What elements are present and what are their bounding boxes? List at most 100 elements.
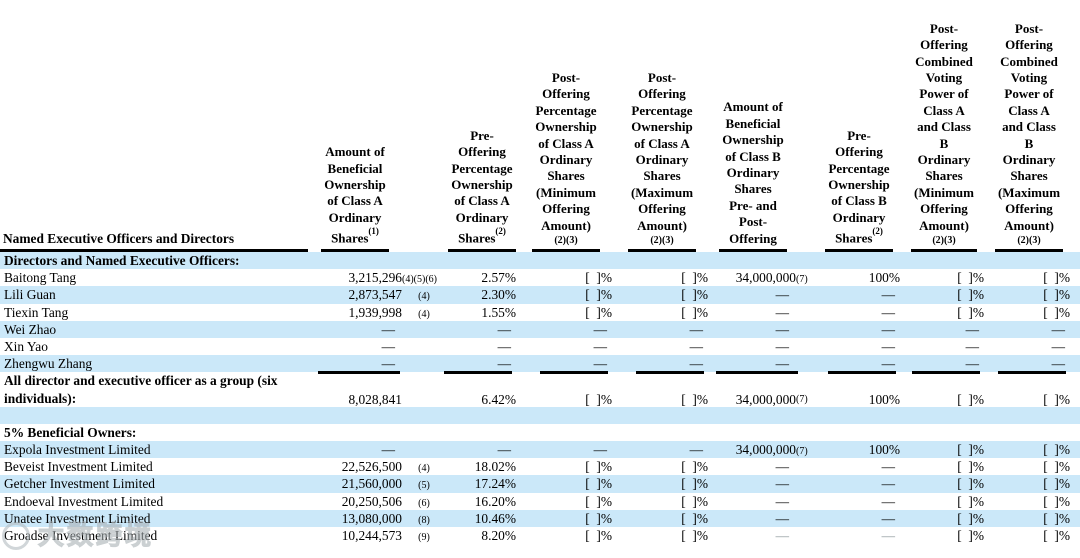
header-line: (Maximum bbox=[630, 184, 694, 200]
no-value-dash: — bbox=[593, 356, 607, 372]
section-header-cell: Directors and Named Executive Officers: bbox=[0, 252, 1072, 269]
header-line: Ownership bbox=[535, 119, 597, 135]
value-cell: [ ]% bbox=[614, 527, 710, 546]
owner-name: Groadse Investment Limited bbox=[4, 528, 158, 544]
no-value-dash: — bbox=[593, 442, 607, 458]
percentage-value: [ ]% bbox=[585, 287, 612, 303]
footnote-superscript: (2) bbox=[872, 226, 883, 237]
value-cell: 22,526,500 (4) bbox=[308, 458, 446, 477]
share-amount: 34,000,000 bbox=[735, 391, 796, 407]
column-header-combined-voting-power-max: Post- Offering Combined Voting Power of Class… bbox=[986, 0, 1072, 252]
percentage-value: [ ]% bbox=[681, 459, 708, 475]
header-line: Shares bbox=[643, 168, 681, 184]
header-line: Percentage bbox=[451, 160, 513, 176]
value-cell: 1,939,998 (4) bbox=[308, 304, 446, 323]
value-cell: [ ]% bbox=[518, 286, 614, 305]
header-line: Ordinary bbox=[539, 151, 593, 167]
footnote-marker: (4)(5)(6) bbox=[402, 274, 437, 286]
value-cell: 8,028,841 bbox=[308, 372, 446, 408]
percentage-value: [ ]% bbox=[681, 270, 708, 286]
column-header-text: Pre- Offering Percentage Ownership of Class … bbox=[448, 128, 516, 252]
no-value-dash: — bbox=[775, 459, 789, 475]
percentage-value: [ ]% bbox=[957, 510, 984, 526]
value-cell: [ ]% bbox=[902, 372, 986, 408]
value-cell: [ ]% bbox=[518, 527, 614, 546]
value-cell: — bbox=[816, 355, 902, 375]
no-value-dash: — bbox=[775, 356, 789, 372]
header-line: of Class A bbox=[327, 193, 383, 209]
value-cell: [ ]% bbox=[902, 475, 986, 494]
percentage-value: [ ]% bbox=[1043, 528, 1070, 544]
percentage-value: 2.30% bbox=[481, 287, 516, 303]
percentage-value: [ ]% bbox=[1043, 459, 1070, 475]
header-line: of Class A bbox=[634, 135, 690, 151]
owner-name-cell: Lili Guan bbox=[0, 286, 308, 305]
percentage-value: 8.20% bbox=[481, 528, 516, 544]
percentage-value: [ ]% bbox=[681, 493, 708, 509]
value-cell: — bbox=[902, 321, 986, 338]
value-cell: — bbox=[816, 493, 902, 512]
percentage-value: 10.46% bbox=[474, 510, 516, 526]
no-value-dash: — bbox=[881, 356, 895, 372]
owner-name-cell: Expola Investment Limited bbox=[0, 441, 308, 460]
header-line: Offering bbox=[1005, 37, 1053, 53]
value-cell: 34,000,000 (7) bbox=[710, 441, 816, 460]
no-value-dash: — bbox=[775, 287, 789, 303]
value-cell: — bbox=[446, 338, 518, 355]
column-header-text: Post- Offering Combined Voting Power of Class… bbox=[994, 21, 1064, 252]
owner-name-cell: Zhengwu Zhang bbox=[0, 355, 308, 372]
value-cell: — bbox=[710, 527, 816, 546]
no-value-dash: — bbox=[689, 442, 703, 458]
table-row-tiexin-tang: Tiexin Tang 1,939,998 (4) 1.55% [ ]% [ ]% — — [ … bbox=[0, 304, 1080, 321]
header-footnote-line: (2)(3) bbox=[1017, 235, 1041, 246]
column-header-class-b-beneficial-amount: Amount of Beneficial Ownership of Class B Or… bbox=[710, 0, 816, 252]
percentage-value: [ ]% bbox=[957, 442, 984, 458]
value-cell: — bbox=[518, 355, 614, 375]
column-header-text: Pre- Offering Percentage Ownership of Class … bbox=[825, 128, 893, 252]
header-line-text: Shares bbox=[458, 230, 496, 246]
no-value-dash: — bbox=[381, 338, 395, 354]
column-header-text: Amount of Beneficial Ownership of Class B Or… bbox=[719, 99, 787, 252]
value-cell: [ ]% bbox=[614, 372, 710, 408]
value-cell: — bbox=[518, 338, 614, 355]
header-line: Amount) bbox=[637, 217, 687, 233]
no-value-dash: — bbox=[1051, 356, 1065, 372]
value-cell: 34,000,000 (7) bbox=[710, 372, 816, 408]
percentage-value: [ ]% bbox=[681, 304, 708, 320]
value-cell: 20,250,506 (6) bbox=[308, 493, 446, 512]
share-amount: 10,244,573 bbox=[341, 528, 402, 544]
value-cell: [ ]% bbox=[518, 269, 614, 288]
table-row-endoeval-investment-limited: Endoeval Investment Limited 20,250,506 (6)… bbox=[0, 493, 1080, 510]
value-cell: 100% bbox=[816, 269, 902, 288]
value-cell: [ ]% bbox=[614, 493, 710, 512]
no-value-dash: — bbox=[497, 356, 511, 372]
value-cell: — bbox=[816, 321, 902, 338]
percentage-value: [ ]% bbox=[957, 459, 984, 475]
percentage-value: [ ]% bbox=[957, 476, 984, 492]
value-cell: [ ]% bbox=[614, 286, 710, 305]
no-value-dash: — bbox=[965, 356, 979, 372]
header-line: (Minimum bbox=[914, 184, 974, 200]
header-line: of Class A bbox=[538, 135, 594, 151]
header-line-text: Shares bbox=[331, 230, 369, 246]
header-line: Ordinary bbox=[455, 209, 509, 225]
percentage-value: [ ]% bbox=[1043, 287, 1070, 303]
percentage-value: [ ]% bbox=[1043, 442, 1070, 458]
value-cell: — bbox=[710, 510, 816, 529]
value-cell: [ ]% bbox=[518, 510, 614, 529]
header-line: of Class A bbox=[454, 193, 510, 209]
percentage-value: [ ]% bbox=[957, 528, 984, 544]
percentage-value: [ ]% bbox=[957, 304, 984, 320]
value-cell: — bbox=[986, 338, 1072, 355]
header-line: Beneficial bbox=[725, 115, 781, 131]
column-header-class-a-post-offering-pct-max: Post- Offering Percentage Ownership of Class… bbox=[614, 0, 710, 252]
owner-name: Endoeval Investment Limited bbox=[4, 493, 164, 509]
value-cell: 8.20% bbox=[446, 527, 518, 546]
value-cell: — bbox=[710, 321, 816, 338]
table-row-blank bbox=[0, 406, 1080, 424]
share-amount: 20,250,506 bbox=[341, 493, 402, 509]
no-value-dash: — bbox=[497, 321, 511, 337]
section-header-label: 5% Beneficial Owners: bbox=[4, 424, 137, 440]
no-value-dash: — bbox=[881, 321, 895, 337]
table-row-lili-guan: Lili Guan 2,873,547 (4) 2.30% [ ]% [ ]% — — [ ]%… bbox=[0, 286, 1080, 305]
